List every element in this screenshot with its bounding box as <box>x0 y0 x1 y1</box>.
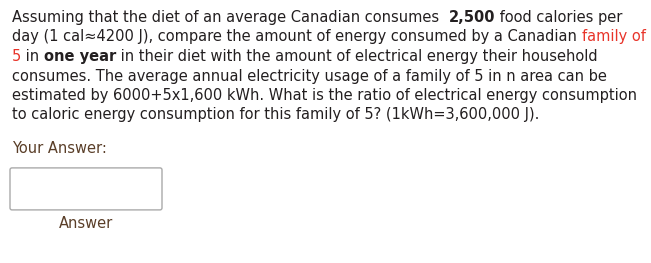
Text: Answer: Answer <box>59 216 113 231</box>
Text: family of: family of <box>581 29 645 44</box>
Text: 2,500: 2,500 <box>449 10 495 25</box>
Text: in: in <box>21 49 44 64</box>
FancyBboxPatch shape <box>10 168 162 210</box>
Text: consumes. The average annual electricity usage of a family of 5 in n area can be: consumes. The average annual electricity… <box>12 68 607 83</box>
Text: in their diet with the amount of electrical energy their household: in their diet with the amount of electri… <box>117 49 598 64</box>
Text: food calories per: food calories per <box>495 10 622 25</box>
Text: estimated by 6000+5x1,600 kWh. What is the ratio of electrical energy consumptio: estimated by 6000+5x1,600 kWh. What is t… <box>12 88 637 103</box>
Text: one year: one year <box>44 49 117 64</box>
Text: to caloric energy consumption for this family of 5? (1kWh=3,600,000 J).: to caloric energy consumption for this f… <box>12 108 540 123</box>
Text: Your Answer:: Your Answer: <box>12 141 107 156</box>
Text: day (1 cal≈4200 J), compare the amount of energy consumed by a Canadian: day (1 cal≈4200 J), compare the amount o… <box>12 29 581 44</box>
Text: 5: 5 <box>12 49 21 64</box>
Text: Assuming that the diet of an average Canadian consumes: Assuming that the diet of an average Can… <box>12 10 449 25</box>
